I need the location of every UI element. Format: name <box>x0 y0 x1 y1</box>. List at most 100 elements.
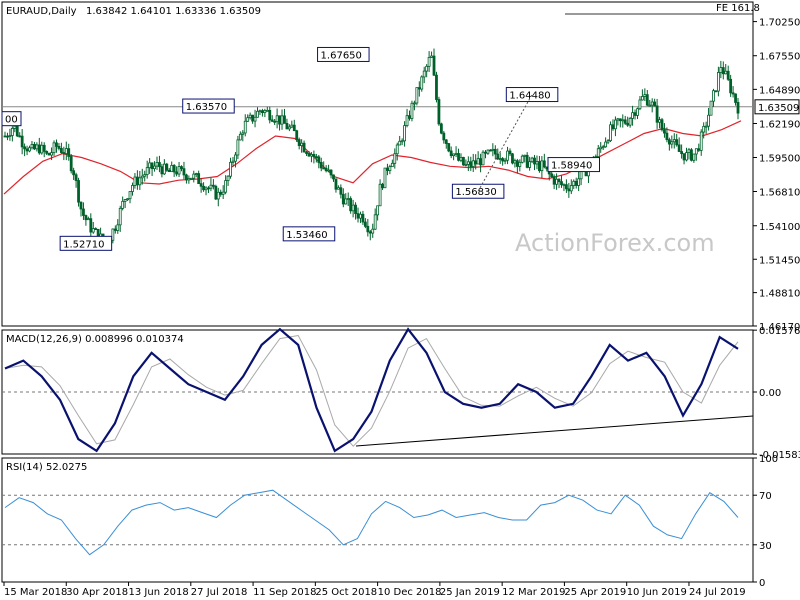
candle-body <box>533 157 536 165</box>
candle-body <box>721 67 725 75</box>
candle-body <box>69 156 73 172</box>
candle-body <box>614 119 617 130</box>
candle-body <box>729 78 733 94</box>
current-price-box <box>754 99 800 115</box>
candle-body <box>736 102 740 114</box>
candle-body <box>341 193 345 205</box>
candle-body <box>248 114 252 119</box>
candle-body <box>214 185 218 200</box>
candle-body <box>682 153 686 161</box>
candle-body <box>675 139 679 146</box>
candle-body <box>192 173 196 179</box>
rsi-line <box>2 489 753 556</box>
candle-body <box>442 132 446 141</box>
candle-body <box>528 161 532 168</box>
price-axis: 1.70250 1.67550 1.64890 1.62190 1.59500 1.568… <box>753 18 800 333</box>
candle-body <box>452 153 456 157</box>
candle-body <box>278 115 281 125</box>
candle-body <box>229 161 232 177</box>
candle-body <box>346 198 350 200</box>
candle-body <box>37 144 41 154</box>
candle-body <box>368 231 372 234</box>
candle-body <box>285 123 289 130</box>
candle-body <box>202 185 205 191</box>
candle-body <box>692 153 696 161</box>
candle-body <box>628 117 632 126</box>
candle-body <box>307 153 311 157</box>
candle-body <box>275 115 279 123</box>
candle-body <box>158 162 161 168</box>
candle-body <box>153 165 156 170</box>
candle-body <box>241 132 245 135</box>
candle-body <box>523 154 527 157</box>
candle-body <box>283 115 286 124</box>
candle-body <box>702 125 706 133</box>
candle-body <box>471 160 475 167</box>
candle-body <box>408 115 411 119</box>
candle-body <box>312 154 316 158</box>
candle-body <box>155 162 159 167</box>
candle-body <box>30 144 34 149</box>
candle-body <box>390 162 394 168</box>
candle-body <box>302 142 306 153</box>
candle-body <box>337 187 340 190</box>
date-tick-label: 12 Mar 2019 <box>502 587 565 598</box>
candle-body <box>256 110 259 118</box>
candle-body <box>287 126 291 130</box>
candle-body <box>322 167 326 170</box>
rsi-tick-label: 70 <box>759 491 772 502</box>
candle-body <box>300 142 304 146</box>
candle-body <box>506 150 509 161</box>
candle-body <box>197 173 201 185</box>
candle-body <box>57 145 61 149</box>
candle-body <box>403 125 406 142</box>
rsi-panel <box>1 457 754 583</box>
candle-body <box>427 57 431 67</box>
candle-body <box>363 221 367 227</box>
candle-body <box>734 93 737 103</box>
candle-body <box>221 191 225 195</box>
candle-body <box>491 148 495 151</box>
macd-tick-label: 0.015762 <box>759 326 800 337</box>
date-tick-label: 10 Jun 2019 <box>627 587 687 598</box>
price-tick-label: 1.54100 <box>759 222 800 233</box>
candle-body <box>457 153 460 161</box>
macd-label: MACD(12,26,9) 0.008996 0.010374 <box>6 334 184 345</box>
candle-body <box>420 76 424 90</box>
candle-body <box>133 176 137 186</box>
candle-body <box>113 228 117 231</box>
price-annotation-label: 1.64480 <box>509 91 550 102</box>
candle-body <box>199 183 203 187</box>
candle-body <box>484 151 487 154</box>
moving-average-line <box>3 120 742 195</box>
date-tick-label: 25 Oct 2018 <box>315 587 377 598</box>
candle-body <box>135 176 139 186</box>
candle-body <box>6 135 9 138</box>
rsi-axis: 100 70 30 0 <box>753 454 778 589</box>
candle-body <box>481 151 485 166</box>
candle-body <box>604 141 608 148</box>
rsi-tick-label: 30 <box>759 541 772 552</box>
candle-body <box>400 140 404 143</box>
candle-body <box>148 162 152 169</box>
candle-body <box>618 118 622 122</box>
candle-body <box>354 204 357 214</box>
candle-body <box>621 119 625 122</box>
price-annotation-box <box>317 46 370 62</box>
candle-body <box>189 177 193 180</box>
candle-body <box>8 135 12 137</box>
candle-body <box>162 163 166 175</box>
candle-body <box>64 148 68 154</box>
candle-body <box>351 204 355 212</box>
candle-body <box>658 119 661 123</box>
candle-body <box>3 135 7 138</box>
candle-body <box>211 184 215 187</box>
candle-body <box>599 146 603 150</box>
candle-body <box>50 152 53 156</box>
candle-body <box>714 90 718 93</box>
candle-body <box>45 151 49 154</box>
rsi-label: RSI(14) 52.0275 <box>6 462 87 473</box>
candle-body <box>447 143 451 152</box>
candle-body <box>508 150 512 155</box>
candle-body <box>209 184 213 189</box>
